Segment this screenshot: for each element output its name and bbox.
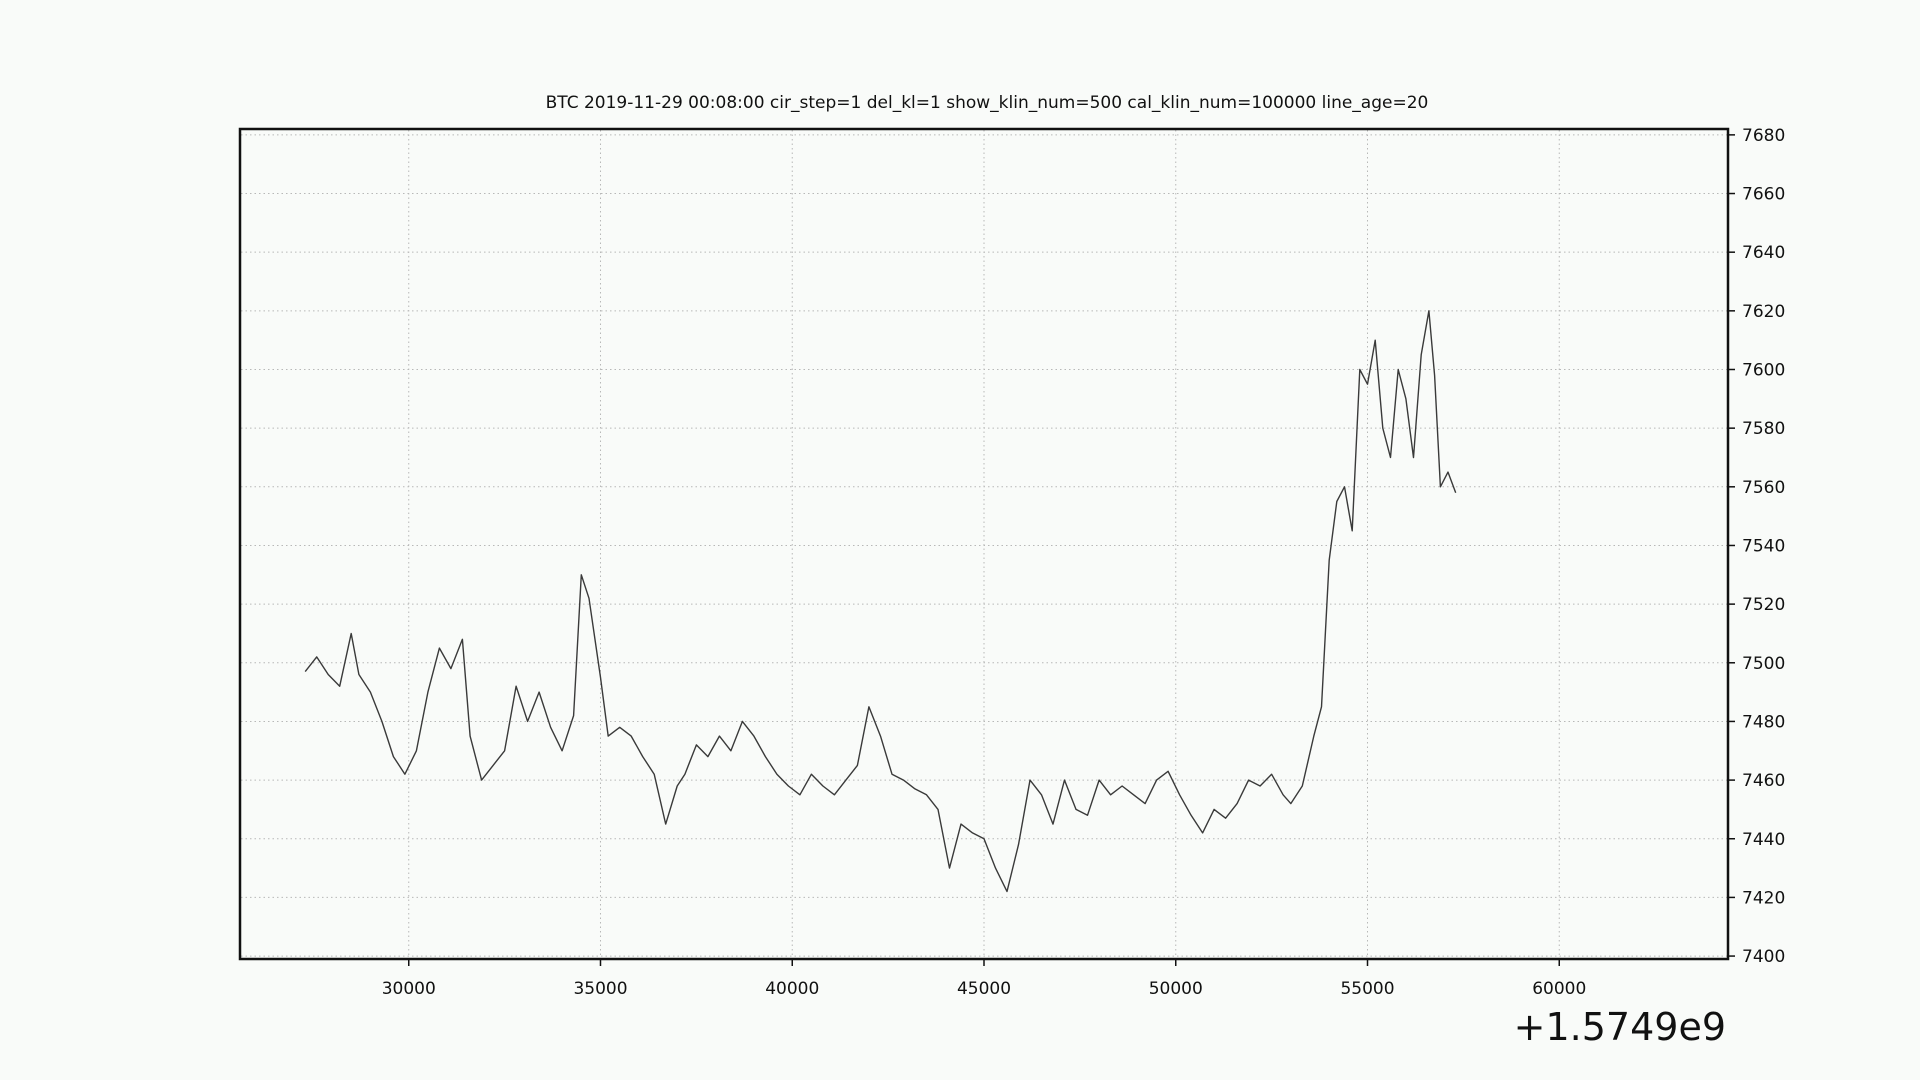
x-offset-label: +1.5749e9 (1514, 1005, 1726, 1049)
price-series-line (304, 310, 1457, 893)
y-tick-label: 7560 (1742, 478, 1785, 498)
x-tick-label: 55000 (1340, 979, 1394, 999)
y-tick-label: 7400 (1742, 947, 1785, 967)
y-tick-label: 7420 (1742, 888, 1785, 908)
x-tick-label: 35000 (573, 979, 627, 999)
y-axis: 7400 7420 7440 7460 7480 7500 7520 7540 7560 7580… (1728, 126, 1785, 967)
y-tick-label: 7500 (1742, 654, 1785, 674)
y-tick-label: 7680 (1742, 126, 1785, 146)
chart-title: BTC 2019-11-29 00:08:00 cir_step=1 del_k… (546, 93, 1429, 113)
x-tick-label: 50000 (1149, 979, 1203, 999)
y-tick-label: 7580 (1742, 419, 1785, 439)
y-tick-label: 7440 (1742, 830, 1785, 850)
y-tick-label: 7660 (1742, 185, 1785, 205)
y-tick-label: 7620 (1742, 302, 1785, 322)
x-tick-label: 60000 (1532, 979, 1586, 999)
y-tick-label: 7600 (1742, 360, 1785, 380)
y-tick-label: 7640 (1742, 243, 1785, 263)
x-tick-label: 45000 (957, 979, 1011, 999)
series-layer (304, 310, 1457, 893)
x-tick-label: 30000 (382, 979, 436, 999)
y-tick-label: 7460 (1742, 771, 1785, 791)
y-tick-label: 7540 (1742, 536, 1785, 556)
y-tick-label: 7520 (1742, 595, 1785, 615)
grid-layer (241, 130, 1727, 958)
x-tick-label: 40000 (765, 979, 819, 999)
x-axis: 30000 35000 40000 45000 50000 55000 60000 (382, 959, 1586, 999)
y-tick-label: 7480 (1742, 712, 1785, 732)
